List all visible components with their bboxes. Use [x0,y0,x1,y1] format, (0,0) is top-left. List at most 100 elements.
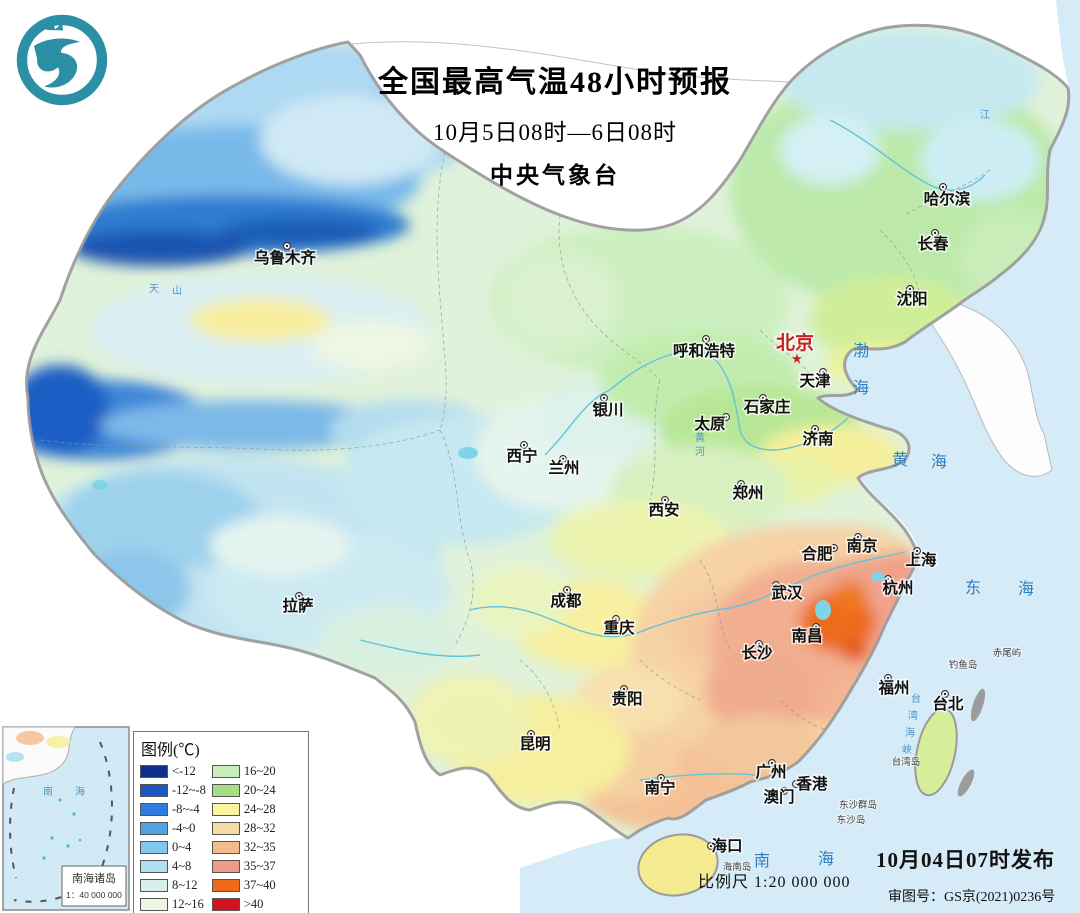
city-marker-dot [821,370,825,374]
legend-item: -4~0 [140,819,206,838]
legend-label: 28~32 [243,821,276,835]
city-marker-dot [761,396,765,400]
legend-item: <-12 [140,762,206,781]
legend-swatch [211,841,240,854]
hainan-island [637,833,719,897]
map-approval-number: 审图号：GS京(2021)0236号 [888,890,1056,905]
legend-swatch [211,803,240,816]
legend-label: -12~-8 [172,783,206,797]
legend-column-warm: 16~20 20~24 24~28 28~32 32~35 35~37 37~40 >40 [211,762,276,913]
legend-label: -8~-4 [172,802,200,816]
legend-item: -8~-4 [140,800,206,819]
city-marker-dot [565,588,569,592]
legend-label: 24~28 [243,802,276,816]
legend-swatch [140,822,168,835]
legend-label: 37~40 [243,878,276,892]
city-marker-dot [782,789,786,793]
cma-logo-icon [16,14,108,106]
map-scale: 比例尺 1:20 000 000 [698,874,851,891]
city-marker-dot [943,692,947,696]
legend-label: -4~0 [172,821,196,835]
legend-label: <-12 [172,764,196,778]
legend-label: 0~4 [172,840,192,854]
legend: 图例(℃) <-12 -12~-8 -8~-4 -4~0 0~4 4~8 8~12 12~16… [133,731,309,913]
lakes [92,447,885,620]
legend-label: 16~20 [243,764,276,778]
legend-item: >40 [211,895,276,913]
legend-item: 8~12 [140,876,206,895]
city-marker-dot [774,583,778,587]
city-marker-dot [704,337,708,341]
city-marker-dot [561,457,565,461]
legend-label: 8~12 [172,878,198,892]
legend-swatch [140,879,168,892]
legend-item: 35~37 [211,857,276,876]
legend-title: 图例(℃) [141,742,200,759]
city-marker-dot [915,549,919,553]
foreign-border [351,41,791,83]
legend-swatch [211,784,240,797]
city-marker-dot [933,231,937,235]
legend-columns: <-12 -12~-8 -8~-4 -4~0 0~4 4~8 8~12 12~16 16~20… [140,762,302,913]
rivers [359,119,986,781]
city-marker-dot [908,287,912,291]
legend-swatch [211,898,240,911]
city-marker-dot [285,244,289,248]
legend-item: 32~35 [211,838,276,857]
legend-swatch [140,803,168,816]
legend-swatch [211,860,240,873]
legend-swatch [211,879,240,892]
legend-swatch [140,784,168,797]
legend-swatch [211,822,240,835]
city-marker-dot [614,617,618,621]
legend-label: 35~37 [243,859,276,873]
korea-landmass [929,303,1053,477]
city-marker-dot [622,687,626,691]
city-marker-dot [297,594,301,598]
taiwan-island [914,707,958,797]
legend-item: 24~28 [211,800,276,819]
legend-column-cold: <-12 -12~-8 -8~-4 -4~0 0~4 4~8 8~12 12~16 [140,762,206,913]
south-china-sea-inset: 南海诸岛 1：40 000 000 南海 [2,726,130,911]
legend-label: 4~8 [172,859,192,873]
city-marker-dot [886,577,890,581]
city-marker-dot [602,396,606,400]
city-marker-dot [659,776,663,780]
legend-item: 37~40 [211,876,276,895]
city-marker-dot [663,498,667,502]
city-marker-dot [886,676,890,680]
legend-swatch [211,765,240,778]
legend-item: -12~-8 [140,781,206,800]
city-marker-dot [709,844,713,848]
legend-item: 0~4 [140,838,206,857]
city-marker-dot [739,482,743,486]
legend-swatch [140,860,168,873]
legend-item: 28~32 [211,819,276,838]
publish-time: 10月04日07时发布 [876,848,1055,872]
city-marker-dot [770,761,774,765]
ocean [520,0,1080,913]
legend-label: 20~24 [243,783,276,797]
legend-swatch [140,898,168,911]
legend-label: 12~16 [172,897,204,911]
city-marker-dot [724,415,728,419]
city-marker-dot [941,185,945,189]
legend-item: 16~20 [211,762,276,781]
legend-item: 20~24 [211,781,276,800]
city-marker-dot [529,732,533,736]
legend-item: 12~16 [140,895,206,913]
city-marker-dot [794,782,798,786]
inset-islands [42,798,82,860]
legend-swatch [140,765,168,778]
legend-label: 32~35 [243,840,276,854]
china-border [25,23,1071,840]
nine-dash-line [9,741,113,903]
province-borders [39,151,991,736]
city-marker-dot [757,642,761,646]
city-marker-dot [832,546,836,550]
city-marker-dot [522,443,526,447]
legend-item: 4~8 [140,857,206,876]
city-marker-dot [814,625,818,629]
legend-swatch [140,841,168,854]
